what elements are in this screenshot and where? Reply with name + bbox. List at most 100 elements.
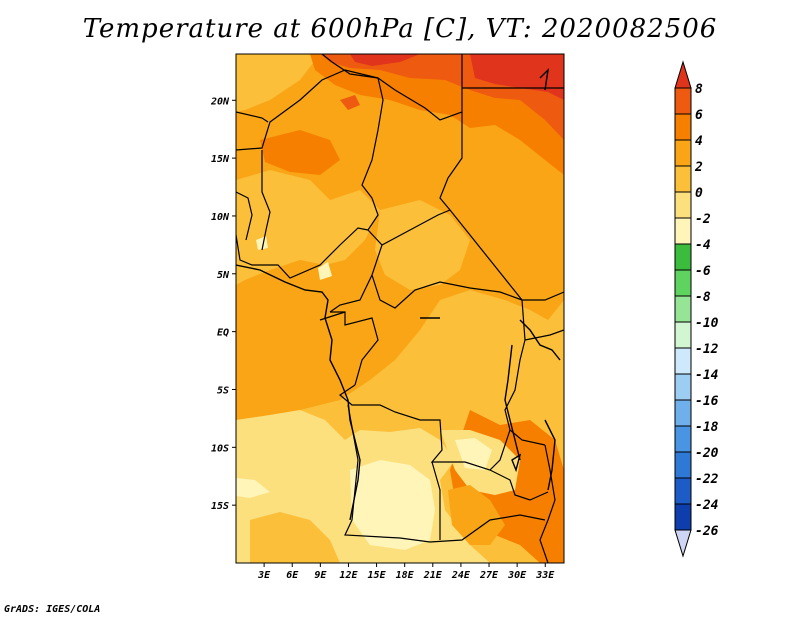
colorbar-swatch (674, 165, 692, 193)
colorbar-label: -16 (695, 394, 719, 409)
border-line-13 (344, 404, 546, 543)
field-patch-base-4 (420, 300, 520, 395)
field-band-4-6-b (260, 130, 340, 175)
lat-tick-label: 5S (217, 385, 229, 396)
colorbar-label: 6 (695, 108, 703, 123)
field-patch-base-3 (236, 54, 320, 112)
grads-credit: GrADS: IGES/COLA (4, 604, 101, 615)
field-band-neg2-neg4-d (318, 262, 332, 280)
border-line-11 (338, 384, 465, 463)
border-line-18 (236, 111, 269, 123)
lat-tick-label: 15N (211, 154, 230, 165)
border-line-5 (361, 77, 384, 231)
colorbar-swatch (674, 503, 692, 531)
colorbar-swatch (674, 321, 692, 349)
border-line-8 (371, 244, 523, 309)
plot-frame (235, 53, 565, 564)
colorbar: 8 6 4 2 0 -2 -4 -6 -8 -10 -12 -14 -16 -18 -20 -22 -24 -26 (674, 60, 719, 558)
border-line-15 (504, 299, 546, 446)
colorbar-label: -10 (695, 316, 719, 331)
colorbar-label: -22 (695, 472, 719, 487)
coastline (236, 68, 561, 521)
colorbar-swatch (674, 113, 692, 141)
colorbar-swatch (674, 295, 692, 323)
lat-tick-label: 15S (211, 501, 229, 512)
colorbar-swatch (674, 399, 692, 427)
lon-tick-label: 6E (286, 570, 299, 581)
colorbar-label: 2 (694, 160, 703, 175)
border-line-21 (319, 311, 346, 321)
field-warm-south-b (448, 485, 505, 545)
colorbar-swatch (674, 191, 692, 219)
lon-tick-label: 18E (396, 570, 415, 581)
field-band-8-b (350, 54, 420, 66)
colorbar-top-arrow (674, 60, 692, 89)
colorbar-label: -6 (695, 264, 711, 279)
colorbar-label: -12 (695, 342, 719, 357)
temperature-field (236, 54, 564, 563)
colorbar-swatch (674, 451, 692, 479)
colorbar-swatch (674, 87, 692, 115)
field-warm-south (250, 512, 340, 563)
coast-line-4 (544, 419, 556, 491)
colorbar-label: -14 (695, 368, 719, 383)
border-line-1 (321, 54, 463, 121)
coast-line-7 (539, 68, 550, 91)
colorbar-label: -20 (695, 446, 719, 461)
longitude-axis: 3E 6E 9E 12E 15E 18E 21E 24E 27E 30E 33E (257, 563, 555, 581)
coast-line-1 (236, 264, 361, 521)
border-line-7 (367, 209, 451, 246)
border-line-14 (431, 461, 441, 540)
coast-line-6 (511, 453, 522, 473)
colorbar-swatch (674, 243, 692, 271)
lon-tick-label: 15E (368, 570, 387, 581)
field-band-neg2-neg4 (350, 460, 435, 550)
lat-tick-label: 20N (210, 96, 230, 107)
map-title: Temperature at 600hPa [C], VT: 202008250… (82, 14, 718, 44)
country-borders (236, 54, 564, 563)
colorbar-label: 4 (695, 134, 703, 149)
lat-tick-label: 10N (211, 212, 230, 223)
colorbar-label: 0 (695, 186, 703, 201)
border-line-2 (439, 112, 564, 301)
colorbar-swatch (674, 373, 692, 401)
lon-tick-label: 27E (479, 570, 499, 581)
colorbar-bottom-arrow (674, 529, 692, 558)
colorbar-swatch (674, 425, 692, 453)
colorbar-label: -2 (695, 212, 711, 227)
colorbar-swatch (674, 347, 692, 375)
latitude-axis: 20N 15N 10N 5N EQ 5S 10S 15S (210, 96, 236, 512)
border-line-6 (236, 227, 369, 279)
border-line-9 (329, 274, 373, 313)
colorbar-label: -24 (695, 498, 719, 513)
colorbar-swatch (674, 217, 692, 245)
field-patch-base-2 (375, 200, 470, 290)
lat-tick-label: 5N (217, 270, 230, 281)
colorbar-label: -8 (695, 290, 711, 305)
coast-line-3 (504, 344, 521, 461)
lon-tick-label: 12E (339, 570, 358, 581)
colorbar-swatch (674, 139, 692, 167)
lon-tick-label: 24E (451, 570, 471, 581)
border-line-12 (464, 461, 549, 501)
colorbar-label: -18 (695, 420, 719, 435)
lon-tick-label: 9E (314, 570, 327, 581)
lat-tick-label: 10S (211, 443, 229, 454)
colorbar-swatch (674, 477, 692, 505)
field-patch-base-1 (236, 170, 380, 285)
border-line-16 (524, 329, 564, 341)
lat-tick-label: EQ (217, 328, 229, 339)
border-line-19 (261, 150, 271, 251)
lon-tick-label: 21E (423, 570, 443, 581)
coast-line-2 (519, 319, 561, 361)
colorbar-label: -26 (695, 524, 719, 539)
field-band-neg2-neg4-e (256, 236, 268, 250)
border-line-4 (236, 69, 379, 151)
colorbar-label: 8 (695, 82, 703, 97)
colorbar-label: -4 (695, 238, 711, 253)
field-band-neg2-neg4-b (236, 478, 270, 498)
border-line-20 (236, 191, 253, 241)
border-line-17 (539, 444, 556, 563)
lon-tick-label: 33E (535, 570, 555, 581)
